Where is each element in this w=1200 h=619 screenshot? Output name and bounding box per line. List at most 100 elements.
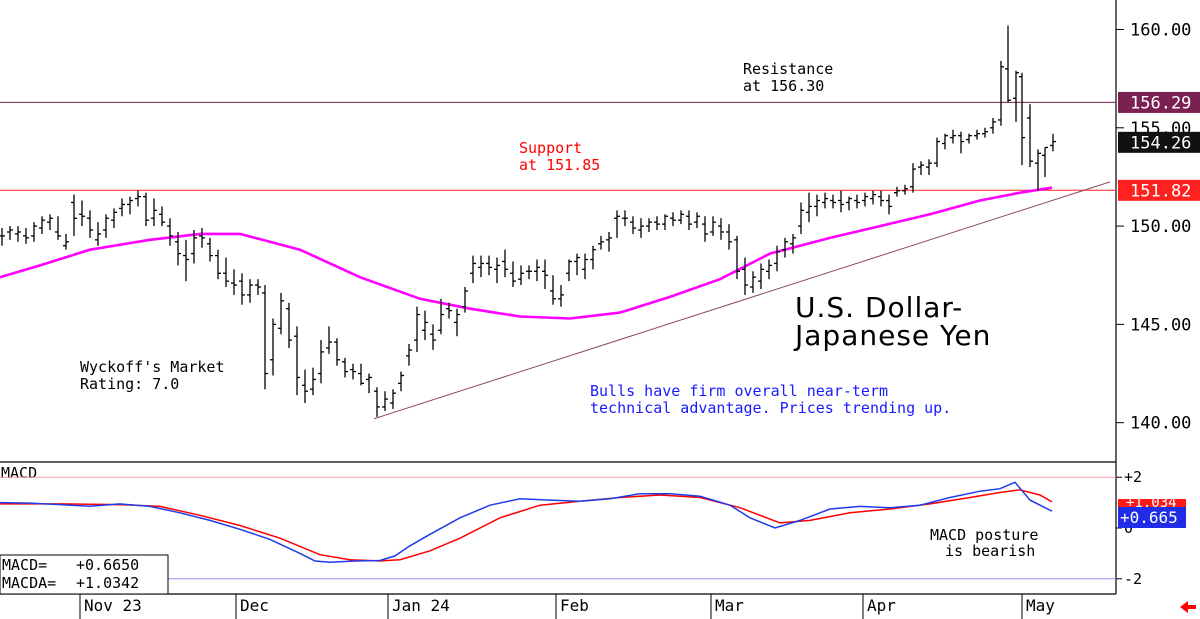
price-bar [103,214,109,238]
price-bar [1005,25,1011,103]
price-bar [918,161,924,175]
price-bar [486,255,492,276]
x-tick-label: Jan 24 [392,596,450,615]
svg-text:151.82: 151.82 [1130,181,1191,201]
price-bar [694,212,700,229]
price-bar [958,131,964,154]
price-bar [638,218,644,238]
macda-readout-value: +1.0342 [76,574,139,592]
price-bar [175,231,181,266]
price-bar [598,235,604,250]
price-bar [438,298,444,335]
macd-readout-value: +0.6650 [76,556,139,574]
price-bar [862,192,868,207]
price-bar [1050,133,1056,152]
x-tick-label: May [1026,596,1055,615]
red-left-arrow-icon[interactable] [1180,601,1196,613]
price-bar [606,231,612,252]
resistance-label-line1: Resistance [743,60,833,78]
support-label-line2: at 151.85 [519,156,600,174]
price-bar [0,228,5,246]
price-bar [990,117,996,134]
price-bar [942,133,948,150]
price-bar [790,233,796,254]
price-bar [846,196,852,211]
price-bar [342,357,348,378]
price-bar [7,226,13,240]
price-bar [334,338,340,366]
price-bar [574,253,580,276]
price-bar [718,218,724,240]
price-bar [15,226,21,242]
price-bar [566,259,572,282]
price-bar [774,245,780,272]
price-bar [326,326,332,354]
price-tick-label: 145.00 [1130,315,1191,335]
resistance-label-line2: at 156.30 [743,77,824,95]
macd-line [0,481,1053,564]
price-bar [974,129,980,140]
macd-readout: MACD= +0.6650 MACDA= +1.0342 [0,554,169,595]
resistance-badge: 156.29 [1118,91,1200,113]
price-bar [510,261,516,288]
x-tick-label: Apr [867,596,896,615]
price-bar [406,344,412,366]
price-bar [950,129,956,144]
price-bar [886,194,892,215]
price-bar [710,216,716,236]
price-bar [366,373,372,394]
price-bar [390,389,396,409]
price-bar [55,216,61,240]
price-bar [87,210,93,238]
x-tick-label: Feb [560,596,589,615]
price-bar [806,192,812,223]
price-bar [159,206,165,227]
price-bar [734,235,740,280]
price-bar [302,369,308,404]
price-bar [662,214,668,231]
price-bar [318,340,324,384]
macda-readout-label: MACDA= [2,574,56,592]
price-bar [494,257,500,284]
price-bar [350,363,356,380]
price-bar [838,190,844,213]
price-bar [470,255,476,284]
outlook-note-line1: Bulls have firm overall near-term [590,382,888,400]
price-bar [143,192,149,227]
price-bar [462,287,468,313]
price-bar [47,214,53,231]
price-bar [670,212,676,227]
price-bar [854,194,860,209]
price-bar [358,363,364,386]
price-bars [0,25,1056,417]
price-bar [374,387,380,417]
price-bar [1027,104,1033,168]
last-price-badge: 154.26 [1118,131,1200,153]
price-bar [270,318,276,376]
price-bar [247,279,253,303]
price-tick-label: 140.00 [1130,414,1191,434]
price-bar [151,198,157,227]
price-bar [111,208,117,229]
price-bar [478,255,484,278]
macd-readout-label: MACD= [2,556,47,574]
macd-posture-line1: MACD posture [930,526,1038,544]
price-bar [310,367,316,396]
price-bar [630,216,636,234]
chart-subtitle: Japanese Yen [793,319,991,352]
price-bar [446,302,452,319]
price-bar [430,324,436,350]
price-bar [39,216,45,234]
price-bar [878,190,884,207]
price-tick-label: 150.00 [1130,217,1191,237]
price-bar [278,292,284,335]
macd-badge: +0.665 [1118,507,1186,528]
price-bar [654,216,660,231]
price-bar [167,218,173,246]
price-bar [31,222,37,242]
price-bar [191,230,197,264]
price-bar [998,60,1004,126]
price-bar [526,265,532,280]
price-bar [686,210,692,231]
x-tick-label: Dec [240,596,269,615]
